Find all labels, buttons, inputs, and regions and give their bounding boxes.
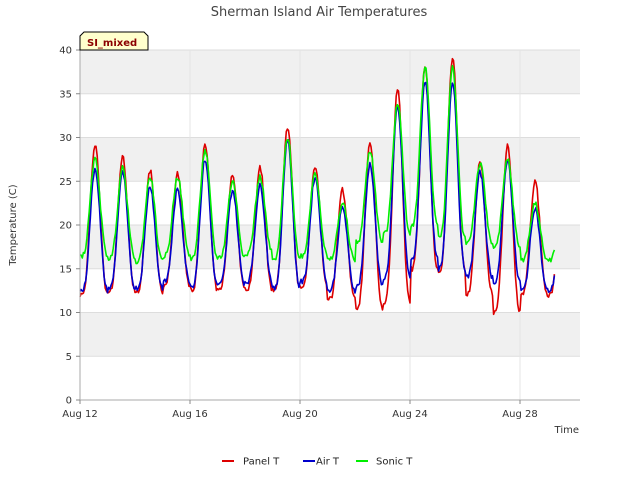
station-badge: SI_mixed [79,31,149,51]
badge-box [79,31,149,51]
x-axis-label: Time [554,425,579,436]
plot-band [80,50,580,94]
x-tick-label: Aug 16 [172,409,207,420]
y-tick-label: 30 [59,133,72,144]
legend-label: Air T [316,457,340,468]
chart-title: Sherman Island Air Temperatures [211,5,428,20]
badge-label: SI_mixed [87,38,137,49]
plot-band [80,225,580,269]
y-tick-label: 25 [59,177,72,188]
legend-label: Panel T [243,457,280,468]
y-tick-labels: 0 5 10 15 20 25 30 35 40 [59,46,80,407]
y-tick-label: 20 [59,221,72,232]
x-tick-labels: Aug 12 Aug 16 Aug 20 Aug 24 Aug 28 [62,400,538,420]
series-lines [79,57,556,316]
y-tick-label: 40 [59,46,72,57]
legend-label: Sonic T [376,457,413,468]
x-tick-label: Aug 20 [282,409,317,420]
y-tick-label: 10 [59,308,72,319]
y-tick-label: 35 [59,89,72,100]
y-tick-label: 15 [59,264,72,275]
x-tick-label: Aug 28 [502,409,537,420]
x-tick-label: Aug 12 [62,409,97,420]
y-tick-label: 0 [66,396,72,407]
x-tick-label: Aug 24 [392,409,427,420]
plot-band [80,312,580,357]
y-tick-label: 5 [66,352,72,363]
plot-band [80,137,580,182]
y-axis-label: Temperature (C) [8,184,19,266]
series-line-sonic-t [79,64,556,265]
legend: Panel T Air T Sonic T [222,457,413,468]
